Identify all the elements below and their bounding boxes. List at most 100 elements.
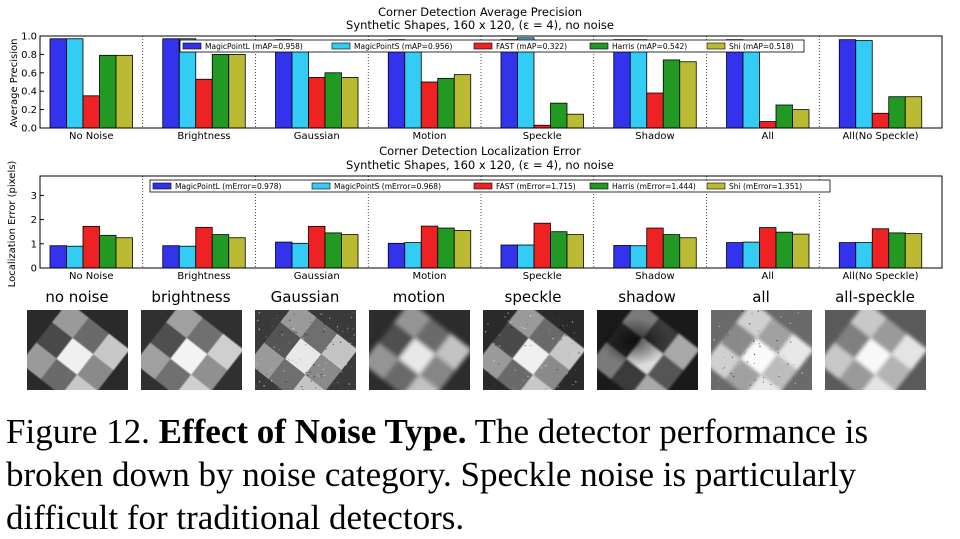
bar-err-1-3 — [405, 243, 422, 268]
thumb-noise-dot — [499, 335, 500, 336]
thumb-noise-dot — [332, 330, 333, 331]
thumb-noise-dot — [513, 326, 514, 327]
thumb-noise-dot — [279, 313, 280, 314]
bar-ap-0-2 — [276, 40, 293, 128]
thumb-noise-dot — [525, 345, 526, 346]
thumb-noise-dot — [264, 385, 265, 386]
bar-err-1-7 — [856, 243, 873, 268]
thumb-noise-dot — [294, 351, 295, 352]
bar-ap-0-0 — [50, 39, 67, 128]
thumb-noise-dot — [562, 325, 563, 326]
thumb-noise-dot — [759, 343, 760, 344]
bar-err-0-6 — [727, 243, 744, 268]
x-tick-label: Gaussian — [294, 131, 340, 142]
thumb-noise-dot — [314, 376, 315, 377]
thumb-checkerboard — [597, 310, 698, 390]
bar-err-2-2 — [309, 226, 326, 268]
thumb-noise-dot — [302, 338, 303, 339]
legend-swatch — [183, 43, 201, 49]
thumb-noise-dot — [355, 346, 356, 347]
legend-swatch — [332, 43, 350, 49]
thumb-noise-dot — [313, 364, 314, 365]
bar-err-3-1 — [212, 235, 229, 268]
x-tick-label: Motion — [413, 271, 447, 282]
bar-err-4-6 — [793, 234, 810, 268]
bar-ap-3-5 — [663, 60, 680, 128]
thumb-noise-dot — [337, 326, 338, 327]
thumb-checkerboard — [369, 310, 470, 390]
thumb-noise-dot — [273, 322, 274, 323]
x-tick-label: Shadow — [635, 131, 674, 142]
thumb-noise-dot — [523, 380, 524, 381]
thumb-noise-dot — [802, 372, 803, 373]
thumb-noise-dot — [758, 337, 759, 338]
thumb-noise-dot — [347, 328, 348, 329]
thumb-noise-dot — [341, 371, 342, 372]
thumb-noise-dot — [332, 387, 333, 388]
thumb-noise-dot — [266, 336, 267, 337]
thumb-noise-dot — [790, 321, 791, 322]
thumb-noise-dot — [268, 379, 269, 380]
thumb-noise-dot — [259, 329, 260, 330]
thumb-noise-dot — [255, 385, 256, 386]
thumb-noise-dot — [727, 330, 728, 331]
bar-err-3-0 — [100, 235, 117, 268]
thumb-noise-dot — [494, 343, 495, 344]
thumb-noise-dot — [567, 324, 568, 325]
y-tick-label: 0.0 — [21, 124, 37, 135]
bar-ap-2-6 — [760, 122, 777, 128]
x-tick-label: Motion — [413, 131, 447, 142]
thumb-noise-dot — [796, 385, 797, 386]
thumb-noise-dot — [266, 374, 267, 375]
thumb-noise-dot — [754, 363, 755, 364]
thumb-noise-dot — [286, 381, 287, 382]
thumb-noise-dot — [779, 376, 780, 377]
thumb-noise-dot — [342, 373, 343, 374]
thumb-noise-dot — [310, 350, 311, 351]
thumb-noise-dot — [318, 374, 319, 375]
thumb-noise-dot — [337, 329, 338, 330]
thumb-noise-dot — [331, 362, 332, 363]
bar-err-4-7 — [905, 234, 922, 268]
thumb-noise-dot — [511, 327, 512, 328]
thumb-noise-dot — [731, 373, 732, 374]
bar-err-2-1 — [196, 227, 213, 268]
thumb-noise-dot — [493, 360, 494, 361]
thumb-noise-dot — [718, 388, 719, 389]
thumb-noise-dot — [754, 343, 755, 344]
thumb-noise-dot — [515, 369, 516, 370]
thumb-noise-dot — [333, 319, 334, 320]
thumb-noise-dot — [271, 380, 272, 381]
thumb-noise-dot — [329, 318, 330, 319]
bar-ap-1-5 — [630, 40, 647, 128]
thumb-noise-dot — [572, 321, 573, 322]
thumb-noise-dot — [721, 343, 722, 344]
thumb-noise-dot — [353, 329, 354, 330]
thumb-image-speckle — [483, 310, 584, 390]
thumb-noise-dot — [742, 311, 743, 312]
thumb-noise-dot — [732, 383, 733, 384]
thumb-noise-dot — [578, 351, 579, 352]
bar-err-2-5 — [647, 228, 664, 268]
thumb-noise-dot — [510, 322, 511, 323]
thumb-noise-dot — [336, 387, 337, 388]
legend-label: Harris (mAP=0.542) — [612, 42, 687, 51]
thumb-noise-dot — [499, 345, 500, 346]
thumb-noise-dot — [566, 373, 567, 374]
thumb-noise-dot — [305, 344, 306, 345]
thumb-noise-dot — [293, 328, 294, 329]
thumb-label-all-speckle: all-speckle — [815, 288, 935, 306]
legend-label: MagicPointL (mError=0.978) — [175, 182, 281, 191]
thumb-noise-dot — [289, 316, 290, 317]
bar-ap-1-3 — [405, 41, 422, 128]
thumb-noise-dot — [259, 368, 260, 369]
thumb-noise-dot — [530, 345, 531, 346]
thumb-noise-dot — [351, 317, 352, 318]
thumb-noise-dot — [291, 327, 292, 328]
thumb-noise-dot — [344, 326, 345, 327]
thumb-noise-dot — [533, 340, 534, 341]
thumb-noise-dot — [498, 364, 499, 365]
thumb-noise-dot — [507, 313, 508, 314]
thumb-noise-dot — [297, 333, 298, 334]
thumb-noise-dot — [728, 335, 729, 336]
